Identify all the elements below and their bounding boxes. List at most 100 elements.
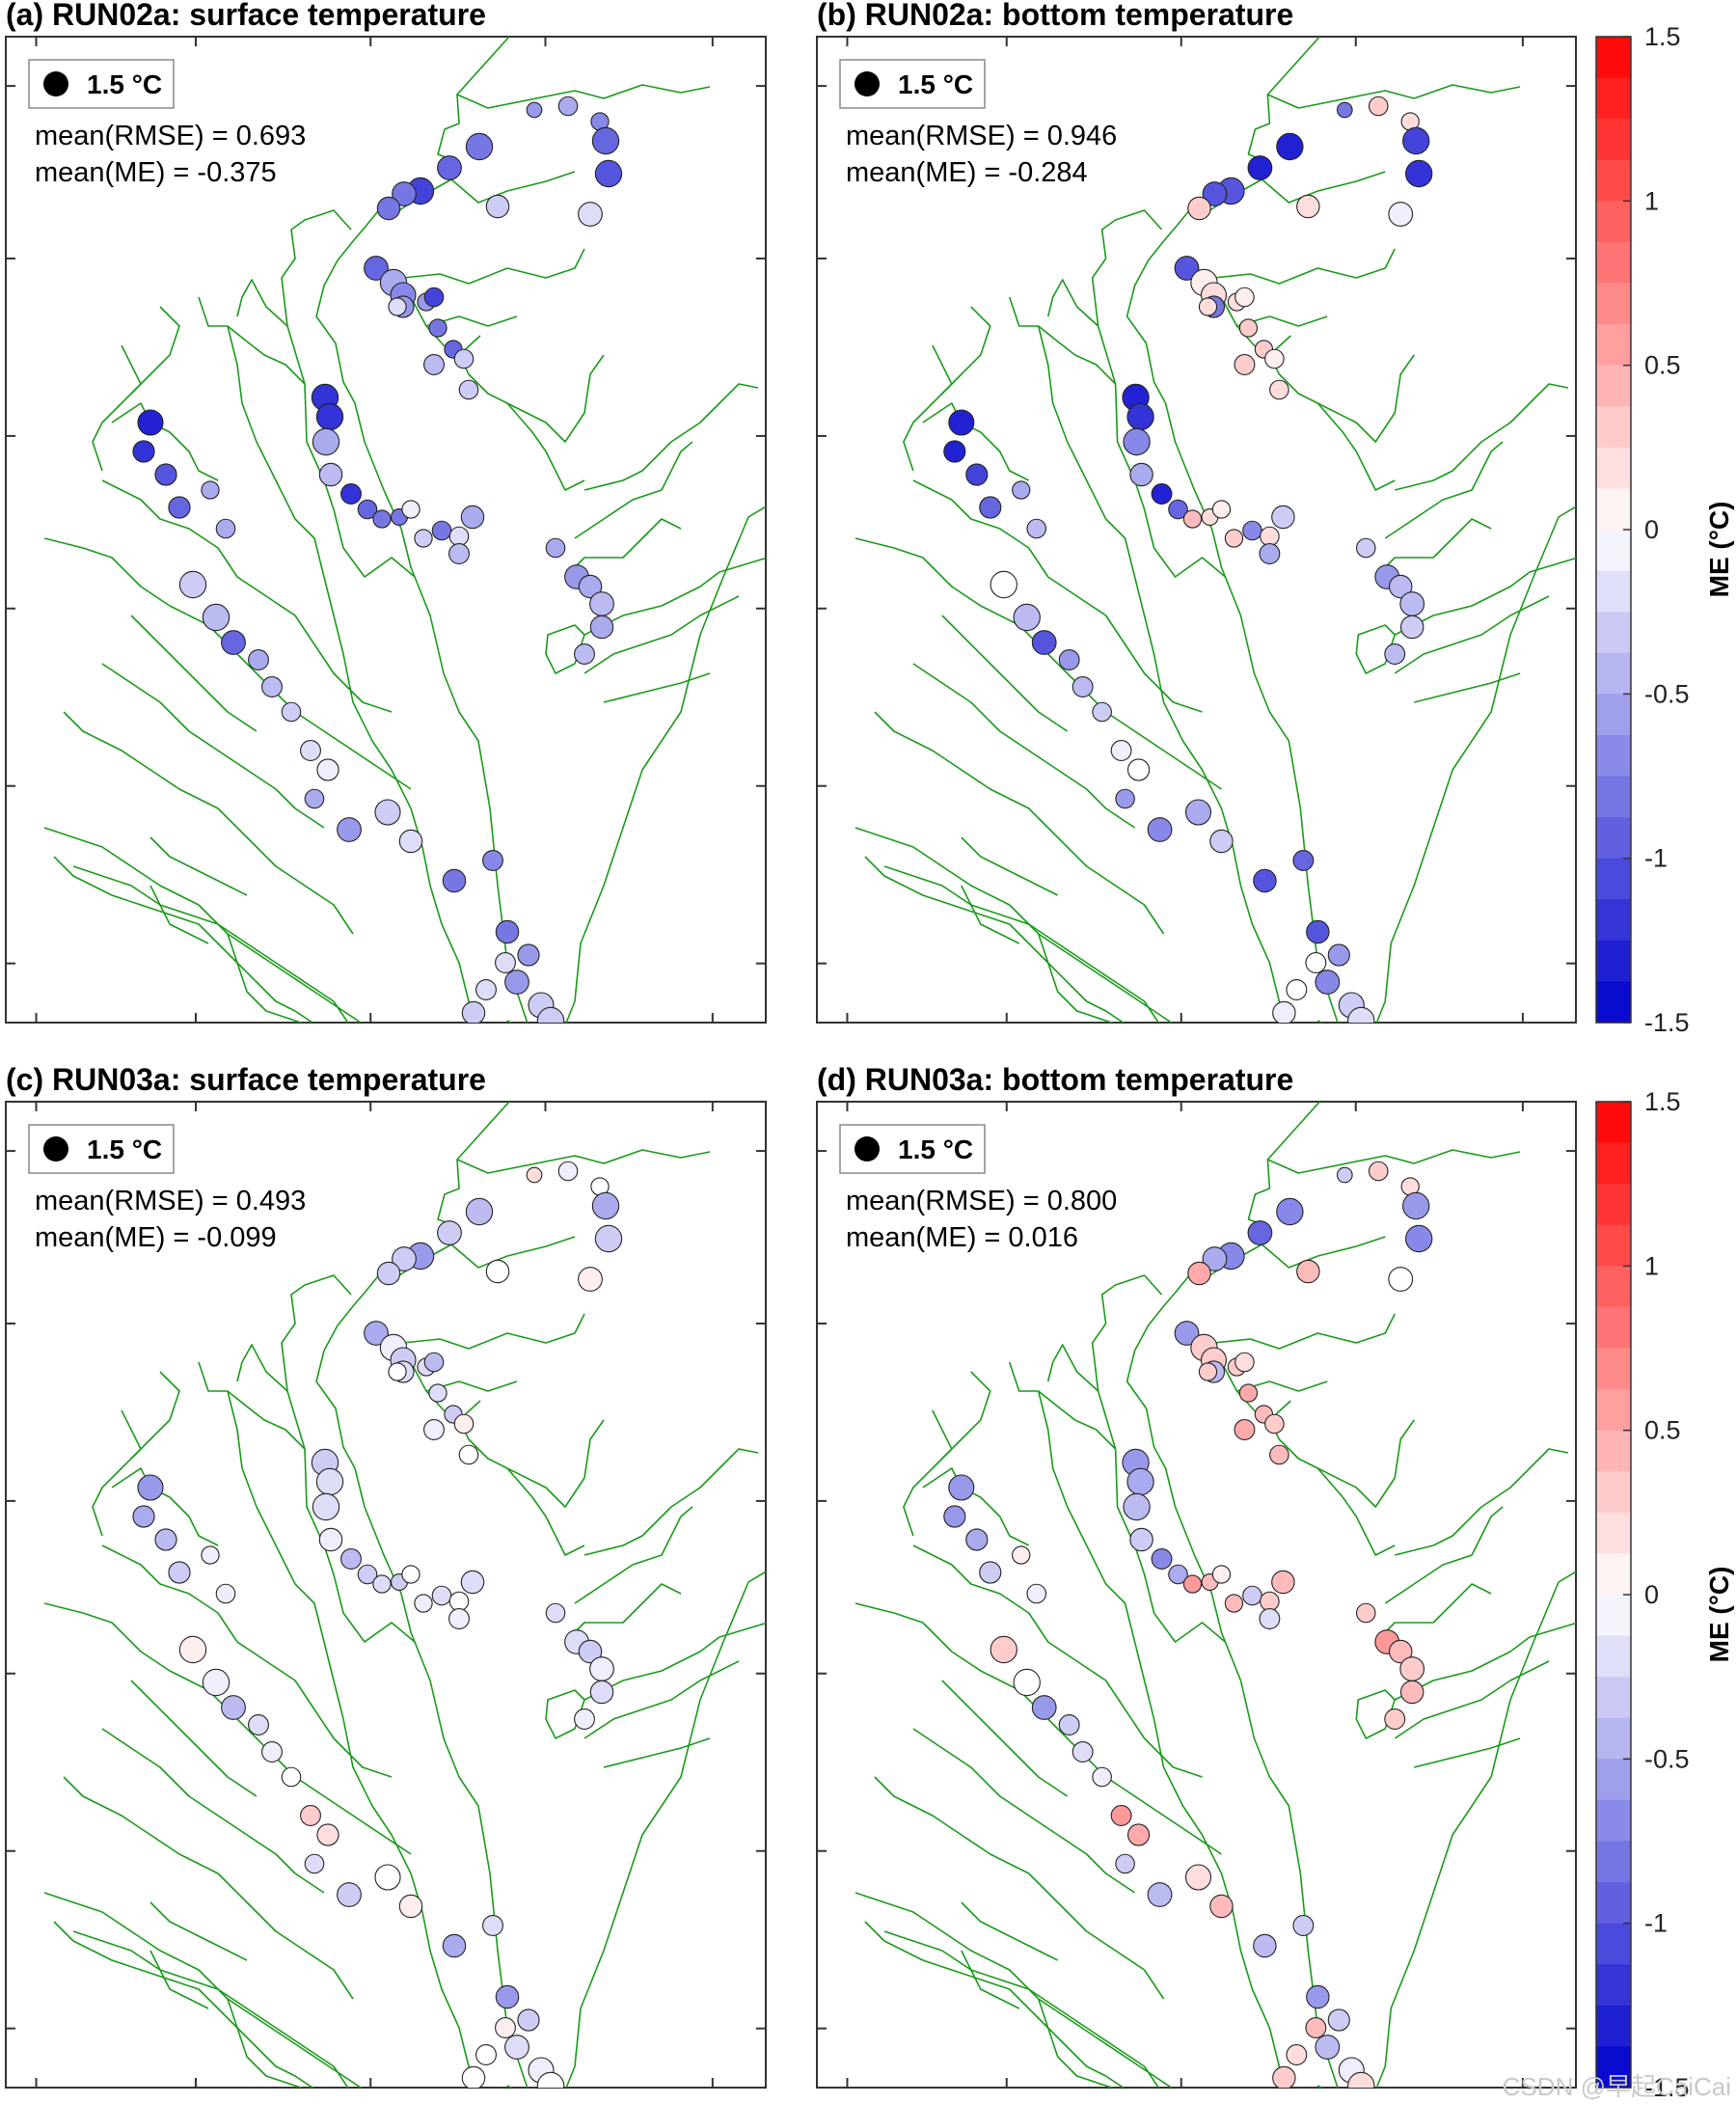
colorbar-segment xyxy=(1596,1306,1631,1350)
colorbar-segment xyxy=(1596,1142,1631,1185)
station-marker xyxy=(357,1564,378,1585)
panel-title: (a) RUN02a: surface temperature xyxy=(6,0,486,32)
station-marker xyxy=(1234,1419,1256,1440)
station-marker xyxy=(1306,919,1330,944)
marker-legend: 1.5 °C xyxy=(28,1124,175,1174)
station-marker xyxy=(1305,2017,1327,2038)
station-marker xyxy=(545,2092,570,2104)
station-marker xyxy=(1147,817,1173,842)
colorbar-tick-label: 0 xyxy=(1644,515,1659,544)
station-marker xyxy=(1198,297,1218,316)
station-marker xyxy=(312,1492,340,1521)
station-marker xyxy=(1184,799,1212,826)
colorbar-segment xyxy=(1596,1964,1631,2007)
station-marker xyxy=(1234,354,1256,375)
colorbar-tick-label: -1 xyxy=(1644,844,1668,873)
station-marker xyxy=(453,348,475,369)
station-marker xyxy=(475,2044,497,2065)
station-marker xyxy=(1327,2008,1350,2032)
station-marker xyxy=(460,505,485,530)
station-marker xyxy=(1260,1591,1280,1612)
station-marker xyxy=(316,1823,339,1846)
station-marker xyxy=(1184,1864,1212,1891)
map-area xyxy=(43,1102,766,2104)
colorbar-segment xyxy=(1596,899,1631,942)
station-marker xyxy=(392,1246,417,1271)
station-marker xyxy=(1276,1197,1304,1226)
station-marker xyxy=(448,543,470,564)
station-marker xyxy=(376,196,401,221)
station-marker xyxy=(1058,649,1080,670)
station-marker xyxy=(1202,181,1228,206)
station-marker xyxy=(1012,480,1031,500)
mean-me-text: mean(ME) = 0.016 xyxy=(846,1222,1078,1253)
station-marker xyxy=(1253,868,1277,893)
station-marker xyxy=(504,970,529,995)
colorbar-segment xyxy=(1596,1553,1631,1596)
colorbar-segment xyxy=(1596,365,1631,407)
station-marker xyxy=(304,1853,325,1874)
colorbar-tick-label: -1 xyxy=(1644,1909,1668,1938)
station-marker xyxy=(591,126,620,155)
station-marker xyxy=(485,1259,510,1284)
station-marker xyxy=(132,1505,155,1528)
station-marker xyxy=(460,1570,485,1595)
station-marker xyxy=(1388,574,1413,599)
station-marker xyxy=(428,318,448,338)
colorbar-segment xyxy=(1596,1759,1631,1801)
station-marker xyxy=(1355,1602,1376,1624)
colorbar: 1.5 1 0.5 0 -0.5 -1 -1.5 ME (°C) xyxy=(1595,1087,1734,2102)
station-marker xyxy=(458,1444,479,1465)
station-marker xyxy=(495,919,520,944)
colorbar-tick-label: 0.5 xyxy=(1644,351,1681,380)
station-marker xyxy=(1271,1570,1295,1595)
legend-marker-icon xyxy=(43,1136,68,1161)
station-marker xyxy=(1388,202,1414,227)
station-marker xyxy=(1115,788,1135,809)
station-marker xyxy=(1182,1574,1203,1594)
station-marker xyxy=(431,520,452,541)
colorbar-segment xyxy=(1596,817,1631,860)
station-marker xyxy=(168,496,191,519)
station-marker xyxy=(1368,96,1389,117)
mean-me-text: mean(ME) = -0.375 xyxy=(35,157,277,188)
station-marker xyxy=(372,1574,392,1594)
watermark: CSDN @早起CaiCai xyxy=(1503,2072,1731,2101)
station-marker xyxy=(1384,1708,1406,1730)
station-marker xyxy=(437,155,462,180)
station-marker xyxy=(1031,630,1057,655)
colorbar-segment xyxy=(1596,1882,1631,1925)
station-marker xyxy=(965,1528,989,1551)
station-marker xyxy=(979,1561,1002,1584)
station-marker xyxy=(437,1220,462,1245)
station-marker xyxy=(1013,1668,1041,1697)
station-marker xyxy=(178,1635,207,1664)
station-marker xyxy=(1402,1191,1430,1220)
station-marker xyxy=(495,1984,520,2009)
station-marker xyxy=(202,1668,231,1697)
panel-b: (b) RUN02a: bottom temperature 1.5 °C mean… xyxy=(816,0,1577,1024)
station-marker xyxy=(423,1352,445,1373)
station-marker xyxy=(1402,126,1430,155)
station-marker xyxy=(485,194,510,219)
legend-marker-icon xyxy=(854,1136,880,1161)
station-marker xyxy=(1224,1594,1244,1613)
station-marker xyxy=(304,788,325,809)
mean-me-text: mean(ME) = -0.099 xyxy=(35,1222,277,1253)
station-marker xyxy=(594,159,623,188)
colorbar: 1.5 1 0.5 0 -0.5 -1 -1.5 ME (°C) xyxy=(1595,22,1734,1037)
station-marker xyxy=(1115,1853,1135,1874)
station-marker xyxy=(545,1027,570,1052)
station-marker xyxy=(545,1602,566,1624)
station-marker xyxy=(168,1561,191,1584)
station-marker xyxy=(1123,427,1151,456)
mean-me-text: mean(ME) = -0.284 xyxy=(846,157,1088,188)
station-marker xyxy=(315,402,344,431)
colorbar-segment xyxy=(1596,488,1631,531)
station-marker xyxy=(482,850,503,871)
colorbar-segment xyxy=(1596,940,1631,983)
station-marker xyxy=(990,570,1017,599)
station-marker xyxy=(1399,1680,1424,1705)
colorbar-tick-label: 0 xyxy=(1644,1580,1659,1609)
station-marker xyxy=(1211,1565,1232,1584)
